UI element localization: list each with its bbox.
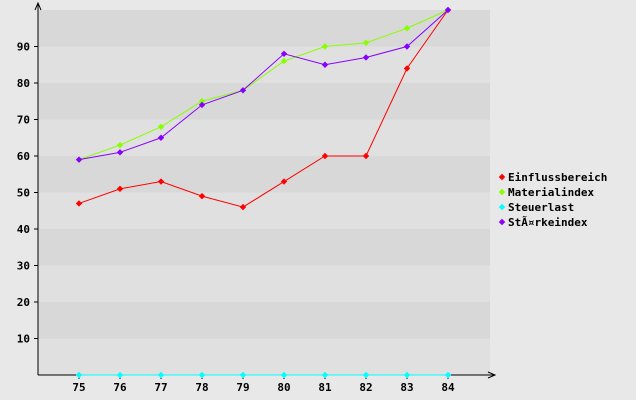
legend-label: Materialindex (508, 186, 594, 199)
legend-label: Steuerlast (508, 201, 574, 214)
data-point (321, 61, 329, 68)
data-point (239, 203, 247, 211)
data-point (157, 123, 165, 131)
y-tick-label: 20 (17, 296, 30, 309)
grid-band (38, 229, 490, 266)
x-tick-label: 79 (236, 381, 249, 394)
grid-band (38, 156, 490, 193)
data-point (239, 371, 247, 379)
data-point (280, 50, 288, 58)
grid-band (38, 46, 490, 83)
legend-label: StÃ¤rkeindex (508, 216, 588, 229)
x-tick-label: 84 (441, 381, 455, 394)
data-point (362, 371, 370, 379)
legend-marker (498, 218, 506, 226)
x-axis-arrow (487, 371, 497, 379)
x-tick-label: 81 (318, 381, 332, 394)
grid-band (38, 119, 490, 156)
data-point (198, 371, 206, 379)
series-2 (75, 371, 452, 379)
grid-band (38, 338, 490, 375)
data-point (403, 43, 411, 50)
data-point (75, 200, 83, 207)
data-point (198, 192, 206, 200)
data-point (75, 156, 83, 163)
y-tick-label: 80 (17, 77, 30, 90)
plot-background (38, 10, 490, 375)
y-tick-label: 10 (17, 333, 30, 346)
y-tick-label: 70 (17, 114, 30, 127)
y-tick-label: 40 (17, 223, 30, 236)
data-point (280, 57, 288, 65)
x-tick-label: 75 (72, 381, 85, 394)
data-point (239, 87, 247, 94)
data-point (157, 371, 165, 379)
data-point (362, 152, 370, 160)
series-line (78, 9, 449, 161)
x-tick-label: 82 (359, 381, 372, 394)
grid-band (38, 265, 490, 302)
legend-label: Einflussbereich (508, 171, 607, 184)
data-point (321, 371, 329, 379)
data-point (116, 149, 124, 156)
x-axis-tick-labels: 75 76 77 78 79 80 81 82 83 84 (72, 381, 455, 394)
grid-band (38, 192, 490, 229)
y-axis-arrow (34, 1, 42, 11)
y-tick-label: 90 (17, 41, 30, 54)
x-tick-label: 76 (113, 381, 127, 394)
legend-marker (498, 188, 506, 196)
data-point (362, 39, 370, 47)
series-line (78, 9, 449, 161)
data-point (116, 185, 124, 193)
data-point (403, 65, 411, 72)
data-point (321, 152, 329, 160)
y-tick-label: 30 (17, 260, 30, 273)
data-point (403, 371, 411, 379)
series-line (78, 9, 449, 208)
x-tick-label: 83 (400, 381, 413, 394)
data-point (280, 371, 288, 379)
data-point (444, 371, 452, 379)
series-3 (75, 6, 452, 163)
legend-marker (498, 173, 506, 181)
data-point (157, 134, 165, 141)
y-axis-tick-labels: 10 20 30 40 50 60 70 80 90 (17, 41, 30, 346)
series-0 (75, 6, 452, 211)
y-tick-label: 50 (17, 187, 30, 200)
legend: Einflussbereich Materialindex Steuerlast St… (498, 171, 607, 229)
data-point (321, 43, 329, 50)
legend-marker (498, 203, 506, 211)
y-tick-label: 60 (17, 150, 30, 163)
series-lines (75, 6, 452, 379)
x-tick-label: 78 (195, 381, 208, 394)
data-point (362, 54, 370, 61)
data-point (116, 141, 124, 149)
x-tick-label: 77 (154, 381, 167, 394)
x-tick-label: 80 (277, 381, 290, 394)
data-point (75, 371, 83, 379)
data-point (157, 178, 165, 185)
data-point (280, 178, 288, 185)
data-point (403, 25, 411, 32)
grid-band (38, 302, 490, 339)
data-point (198, 101, 206, 109)
grid-band (38, 10, 490, 47)
data-point (116, 371, 124, 379)
data-point (444, 6, 452, 14)
grid-band (38, 83, 490, 120)
